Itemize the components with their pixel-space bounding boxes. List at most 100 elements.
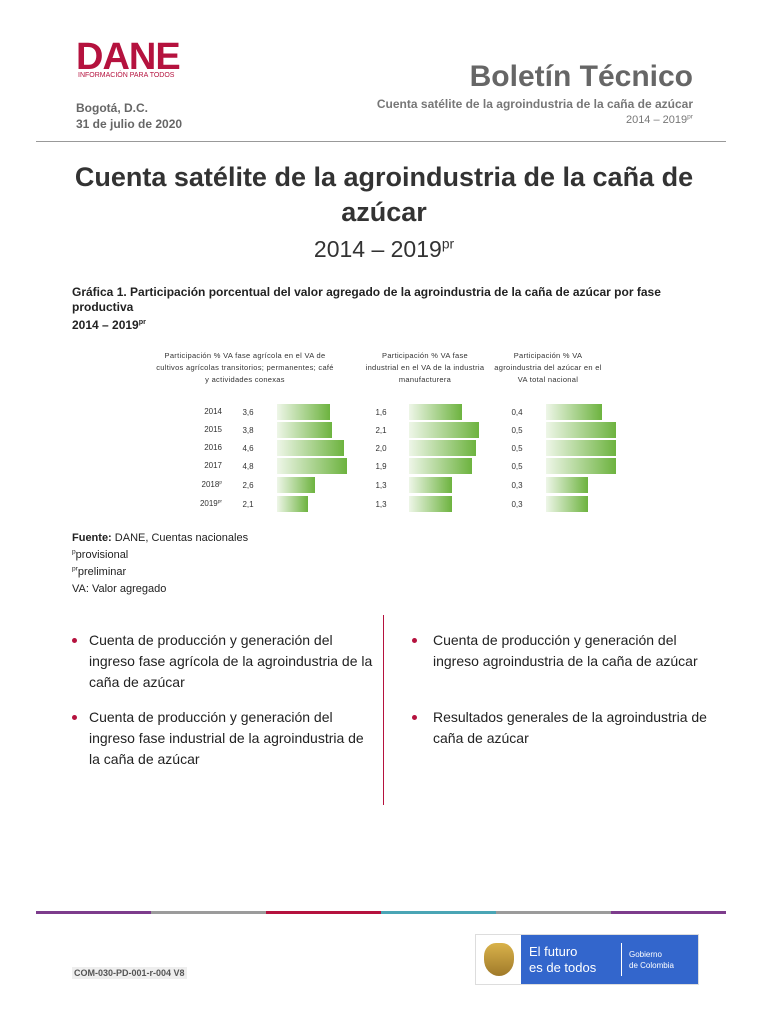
crest <box>484 943 514 976</box>
bar <box>546 440 616 456</box>
title-period: 2014 – 2019pr <box>0 236 768 263</box>
year-label: 2014 <box>204 407 222 416</box>
bar <box>409 458 473 474</box>
value-label: 1,9 <box>375 462 387 471</box>
bullet-dot <box>412 715 417 720</box>
note-p: pprovisional <box>72 549 128 561</box>
bar <box>277 458 347 474</box>
bulletin: Boletín Técnico <box>469 60 693 93</box>
footer-rule <box>381 911 496 914</box>
year-label: 2017 <box>204 461 222 470</box>
year-text: 2014 <box>204 407 222 416</box>
column-divider <box>383 615 384 805</box>
note-p-sup: p <box>72 548 76 556</box>
panel-title: Participación % VA agroindustria del azú… <box>494 351 602 384</box>
footer-rule <box>36 911 151 914</box>
bullet-dot <box>412 638 417 643</box>
title: Cuenta satélite de la agroindustria de l… <box>74 162 694 227</box>
bar <box>409 477 453 493</box>
gov-band: El futuro es de todos Gobierno de Colombia <box>521 935 698 984</box>
note-pr-text: preliminar <box>77 566 127 578</box>
bulletin-subtitle: Cuenta satélite de la agroindustria de l… <box>376 97 693 111</box>
title-period-text: 2014 – 2019 <box>313 236 442 262</box>
note-va: VA: Valor agregado <box>72 583 167 595</box>
year-label: 2015 <box>204 425 222 434</box>
bar <box>409 440 476 456</box>
bar <box>277 440 345 456</box>
value-label: 0,4 <box>511 408 523 417</box>
value-label: 0,5 <box>511 444 523 453</box>
header-rule <box>36 141 726 142</box>
bar <box>409 422 479 438</box>
bullet-text: Cuenta de producción y generación del in… <box>89 709 364 767</box>
year-text: 2018 <box>201 480 220 489</box>
note-p-text: provisional <box>75 549 129 561</box>
gov-2: de Colombia <box>629 961 674 970</box>
value-label: 4,6 <box>242 444 254 453</box>
header-period-sup: pr <box>687 113 693 121</box>
logo: DANE <box>76 36 181 78</box>
slogan-2: es de todos <box>529 960 597 975</box>
figure-period: 2014 – 2019pr <box>72 318 146 332</box>
year-text: 2015 <box>204 425 222 434</box>
year-sup: p <box>219 480 222 486</box>
bullet-text: Cuenta de producción y generación del in… <box>433 632 698 669</box>
bar <box>277 404 330 420</box>
gov-divider <box>621 943 622 976</box>
location: Bogotá, D.C. <box>76 101 148 115</box>
source-text: DANE, Cuentas nacionales <box>114 532 249 544</box>
source: Fuente: DANE, Cuentas nacionales <box>72 532 248 544</box>
value-label: 2,6 <box>242 481 254 490</box>
value-label: 2,0 <box>375 444 387 453</box>
value-label: 3,6 <box>242 408 254 417</box>
slogan-1: El futuro <box>529 944 578 959</box>
value-label: 1,3 <box>375 481 387 490</box>
source-label: Fuente: <box>72 532 112 544</box>
footer-rule <box>151 911 266 914</box>
bar <box>277 477 315 493</box>
value-label: 4,8 <box>242 462 254 471</box>
logo-tagline: INFORMACIÓN PARA TODOS <box>78 72 175 79</box>
bar <box>546 458 616 474</box>
bar <box>277 422 333 438</box>
value-label: 1,6 <box>375 408 387 417</box>
note-pr: prpreliminar <box>72 566 126 578</box>
bullet-text: Cuenta de producción y generación del in… <box>89 632 373 690</box>
bar <box>277 496 308 512</box>
doc-code: COM-030-PD-001-r-004 V8 <box>72 967 187 979</box>
footer-rule <box>266 911 381 914</box>
figure-period-sup: pr <box>138 317 146 326</box>
header-period-text: 2014 – 2019 <box>625 114 688 126</box>
value-label: 0,5 <box>511 462 523 471</box>
value-label: 3,8 <box>242 426 254 435</box>
footer-rule <box>611 911 726 914</box>
bullet-dot <box>72 638 77 643</box>
year-label: 2019pr <box>200 499 222 508</box>
year-text: 2019 <box>199 499 218 508</box>
bar <box>546 477 588 493</box>
bullet-dot <box>72 715 77 720</box>
figure-period-text: 2014 – 2019 <box>72 318 139 332</box>
value-label: 0,3 <box>511 500 523 509</box>
gov-1: Gobierno <box>629 950 662 959</box>
bar <box>546 404 602 420</box>
bar <box>409 404 463 420</box>
figure-caption: Gráfica 1. Participación porcentual del … <box>72 285 661 314</box>
title-period-sup: pr <box>441 236 455 252</box>
bar <box>409 496 453 512</box>
year-text: 2016 <box>204 443 222 452</box>
value-label: 2,1 <box>242 500 254 509</box>
value-label: 0,5 <box>511 426 523 435</box>
header-period: 2014 – 2019pr <box>626 114 693 126</box>
bar <box>546 496 588 512</box>
year-sup: pr <box>217 499 222 505</box>
panel-title: Participación % VA fase industrial en el… <box>365 351 485 384</box>
date: 31 de julio de 2020 <box>76 117 183 131</box>
bar <box>546 422 616 438</box>
note-pr-sup: pr <box>72 565 78 573</box>
bullet-text: Resultados generales de la agroindustria… <box>433 709 707 746</box>
panel-title: Participación % VA fase agrícola en el V… <box>156 351 334 384</box>
year-label: 2018p <box>202 480 222 489</box>
gov-logo: El futuro es de todos Gobierno de Colombia <box>475 934 699 985</box>
footer-rule <box>496 911 611 914</box>
